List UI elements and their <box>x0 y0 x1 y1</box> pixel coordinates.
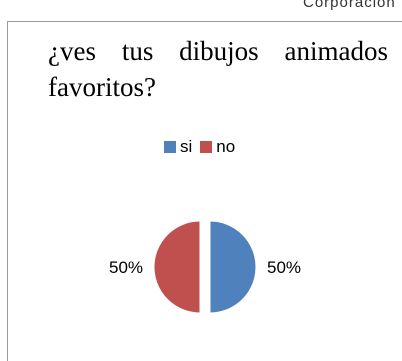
legend-swatch-no <box>200 141 213 153</box>
data-label-si: 50% <box>267 258 301 277</box>
legend-swatch-si <box>164 141 176 153</box>
chart-frame <box>7 21 402 361</box>
chart-legend: si no <box>164 137 243 157</box>
legend-item-no: no <box>200 137 235 157</box>
data-label-no: 50% <box>109 258 143 277</box>
pie-chart: 50% 50% <box>109 220 301 314</box>
corner-text: Corporacion <box>303 0 396 11</box>
pie-slice-no <box>153 220 201 314</box>
legend-label-si: si <box>180 137 193 156</box>
pie-slice-si <box>209 220 257 314</box>
legend-item-si: si <box>164 137 192 157</box>
legend-label-no: no <box>216 137 236 156</box>
chart-title: ¿ves tus dibujos animados favoritos? <box>48 36 388 102</box>
